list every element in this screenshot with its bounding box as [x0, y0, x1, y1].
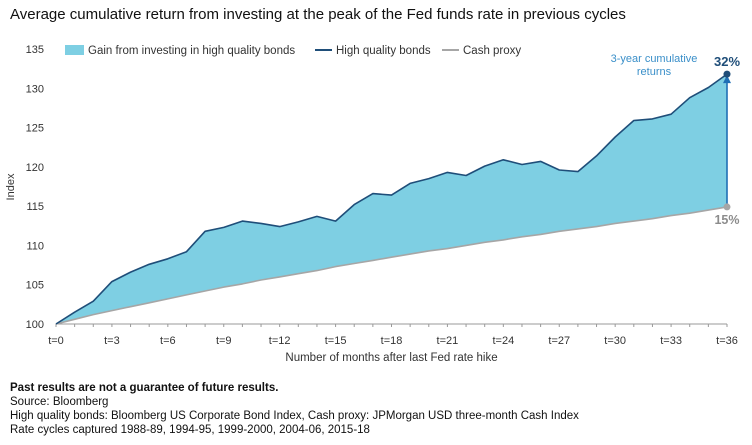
x-tick-label: t=12 [269, 335, 291, 347]
x-tick-label: t=27 [548, 335, 570, 347]
y-axis-label: Index [5, 173, 17, 200]
high-quality-bonds-line [55, 73, 728, 325]
x-tick-label: t=24 [492, 335, 514, 347]
legend-label-cash: Cash proxy [463, 45, 521, 57]
legend-label-bonds: High quality bonds [336, 45, 431, 57]
return-arrow-head [723, 75, 731, 84]
bonds-endpoint-marker [723, 70, 731, 78]
x-axis-label: Number of months after last Fed rate hik… [285, 352, 497, 364]
x-tick-label: t=33 [660, 335, 682, 347]
y-tick-label: 120 [26, 162, 44, 174]
gain-area [56, 74, 727, 324]
cash-return-label: 15% [714, 213, 739, 227]
x-tick-label: t=30 [604, 335, 626, 347]
x-tick-label: t=15 [325, 335, 347, 347]
x-tick-label: t=3 [104, 335, 120, 347]
chart-title: Average cumulative return from investing… [10, 6, 626, 23]
x-tick-label: t=9 [216, 335, 232, 347]
cash-endpoint-marker [723, 203, 731, 211]
disclaimer-text: Past results are not a guarantee of futu… [10, 382, 279, 394]
x-tick-label: t=21 [437, 335, 459, 347]
rate-cycles-note: Rate cycles captured 1988-89, 1994-95, 1… [10, 424, 370, 436]
x-tick-label: t=18 [381, 335, 403, 347]
y-tick-label: 115 [26, 201, 44, 213]
source-note: Source: Bloomberg [10, 396, 109, 408]
annotation-label-line1: 3-year cumulative [611, 53, 698, 65]
x-tick-label: t=36 [716, 335, 738, 347]
x-tick-label: t=0 [48, 335, 64, 347]
legend-swatch-gain [65, 45, 84, 55]
y-tick-label: 110 [26, 240, 44, 252]
annotation-label-line2: returns [637, 66, 672, 78]
y-tick-label: 135 [26, 44, 44, 56]
area-chart: 100 105 110 115 120 125 130 135 Index t=0 t=3 t=6 t=… [5, 44, 740, 364]
bonds-return-label: 32% [714, 54, 740, 69]
y-tick-label: 130 [26, 83, 44, 95]
y-tick-label: 125 [26, 123, 44, 135]
cash-proxy-line [55, 206, 728, 325]
y-tick-label: 105 [26, 280, 44, 292]
legend-label-gain: Gain from investing in high quality bond… [88, 45, 295, 57]
x-tick-label: t=6 [160, 335, 176, 347]
y-tick-label: 100 [26, 319, 44, 331]
index-definition-note: High quality bonds: Bloomberg US Corpora… [10, 410, 579, 422]
